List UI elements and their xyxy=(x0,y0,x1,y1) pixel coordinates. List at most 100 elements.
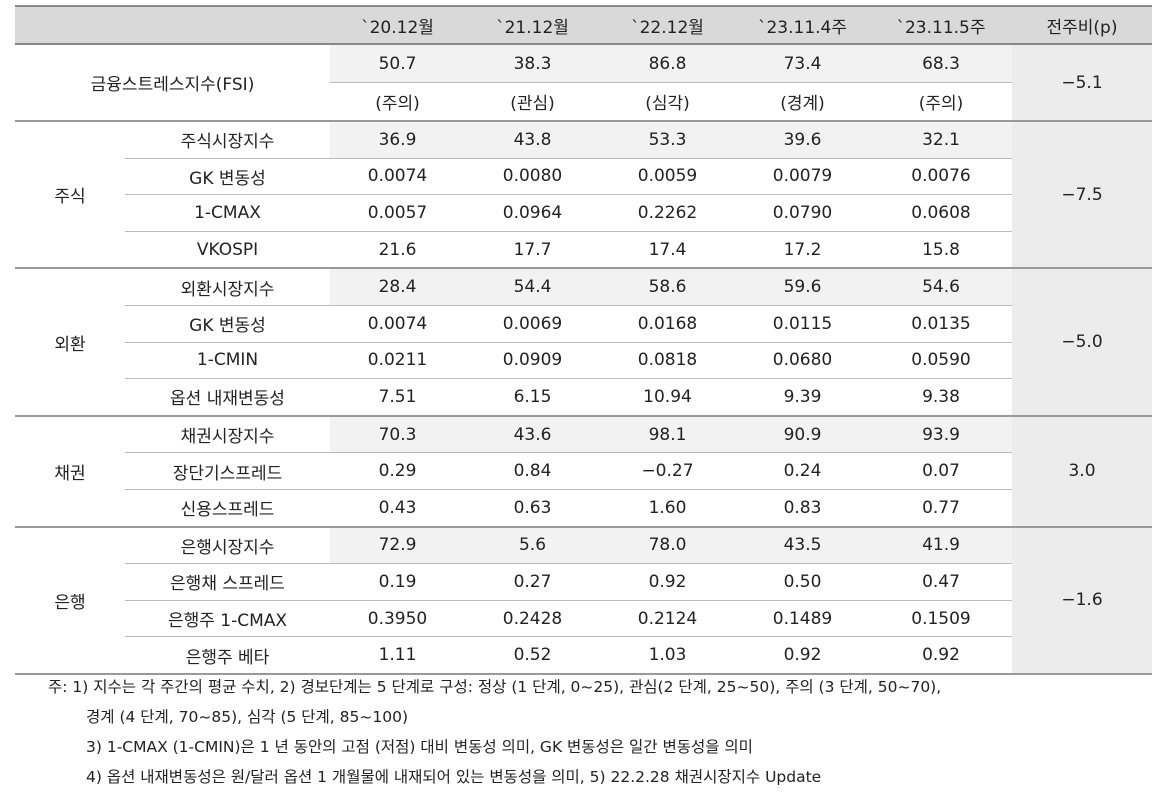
group-change: −1.6 xyxy=(1012,526,1152,675)
cell-value: 15.8 xyxy=(870,231,1012,270)
cell-value: 0.29 xyxy=(330,452,465,490)
header-row: `20.12월 `21.12월 `22.12월 `23.11.4주 `23.11.5주 전… xyxy=(15,5,1152,45)
data-row: 외환 외환시장지수 28.4 54.4 58.6 59.6 54.6 −5.0 xyxy=(15,268,1152,417)
cell-value: 0.50 xyxy=(735,563,870,601)
cell-value: 0.0790 xyxy=(735,194,870,232)
cell-value: 0.0057 xyxy=(330,194,465,232)
row-label: 신용스프레드 xyxy=(125,489,330,528)
cell-value: 0.52 xyxy=(465,636,600,675)
cell-value: 0.0168 xyxy=(600,305,735,343)
cell-value: 0.2262 xyxy=(600,194,735,232)
cell-value: 0.0115 xyxy=(735,305,870,343)
cell-value: 41.9 xyxy=(870,526,1012,565)
cell-value: 0.0211 xyxy=(330,342,465,380)
cell-value: 1.11 xyxy=(330,636,465,675)
cell-value: 21.6 xyxy=(330,231,465,270)
fsi-level: (주의) xyxy=(330,82,465,122)
cell-value: 54.6 xyxy=(870,268,1012,306)
fsi-value: 73.4 xyxy=(735,44,870,83)
cell-value: 0.0680 xyxy=(735,342,870,380)
column-header: `20.12월 xyxy=(330,5,465,45)
fsi-value: 38.3 xyxy=(465,44,600,83)
cell-value: 0.84 xyxy=(465,452,600,490)
row-label: 은행채 스프레드 xyxy=(125,563,330,601)
data-row: 채권 채권시장지수 70.3 43.6 98.1 90.9 93.9 3.0 xyxy=(15,415,1152,528)
cell-value: 0.0069 xyxy=(465,305,600,343)
data-row: 1-CMAX 0.0057 0.0964 0.2262 0.0790 0.0608 xyxy=(15,194,1152,232)
cell-value: 0.92 xyxy=(735,636,870,675)
data-row: 은행주 1-CMAX 0.3950 0.2428 0.2124 0.1489 0.1509 xyxy=(15,600,1152,638)
cell-value: 28.4 xyxy=(330,268,465,306)
cell-value: 98.1 xyxy=(600,415,735,454)
data-row: 은행 은행시장지수 72.9 5.6 78.0 43.5 41.9 −1.6 xyxy=(15,526,1152,675)
cell-value: 0.83 xyxy=(735,489,870,528)
row-label: 장단기스프레드 xyxy=(125,452,330,490)
column-header: `23.11.4주 xyxy=(735,5,870,45)
cell-value: 70.3 xyxy=(330,415,465,454)
cell-value: 1.03 xyxy=(600,636,735,675)
note-line: 4) 옵션 내재변동성은 원/달러 옵션 1 개월물에 내재되어 있는 변동성을… xyxy=(86,768,822,786)
row-label: 은행주 1-CMAX xyxy=(125,600,330,638)
cell-value: 0.0079 xyxy=(735,158,870,196)
row-label: 채권시장지수 xyxy=(125,415,330,454)
cell-value: 0.2124 xyxy=(600,600,735,638)
fsi-value: 68.3 xyxy=(870,44,1012,83)
cell-value: 5.6 xyxy=(465,526,600,565)
fsi-value: 86.8 xyxy=(600,44,735,83)
row-label: VKOSPI xyxy=(125,231,330,270)
column-header: `23.11.5주 xyxy=(870,5,1012,45)
row-label: 옵션 내재변동성 xyxy=(125,378,330,417)
cell-value: 39.6 xyxy=(735,121,870,159)
cell-value: 0.3950 xyxy=(330,600,465,638)
cell-value: 17.2 xyxy=(735,231,870,270)
cell-value: 0.0964 xyxy=(465,194,600,232)
data-row: 신용스프레드 0.43 0.63 1.60 0.83 0.77 xyxy=(15,489,1152,528)
cell-value: 9.38 xyxy=(870,378,1012,417)
cell-value: 1.60 xyxy=(600,489,735,528)
column-header: `22.12월 xyxy=(600,5,735,45)
fsi-label: 금융스트레스지수(FSI) xyxy=(15,44,330,122)
fsi-table: `20.12월 `21.12월 `22.12월 `23.11.4주 `23.11.5주 전… xyxy=(15,5,1152,675)
data-row: GK 변동성 0.0074 0.0080 0.0059 0.0079 0.0076 xyxy=(15,158,1152,196)
group-name: 채권 xyxy=(15,415,125,528)
fsi-level: (주의) xyxy=(870,82,1012,122)
group-change: −5.0 xyxy=(1012,268,1152,417)
cell-value: 0.1489 xyxy=(735,600,870,638)
note-line: 3) 1-CMAX (1-CMIN)은 1 년 동안의 고점 (저점) 대비 변… xyxy=(86,738,753,756)
cell-value: 10.94 xyxy=(600,378,735,417)
column-header: 전주비(p) xyxy=(1012,5,1152,45)
fsi-level: (경계) xyxy=(735,82,870,122)
data-row: 장단기스프레드 0.29 0.84 −0.27 0.24 0.07 xyxy=(15,452,1152,490)
cell-value: 0.19 xyxy=(330,563,465,601)
cell-value: 0.0076 xyxy=(870,158,1012,196)
row-label: 은행주 베타 xyxy=(125,636,330,675)
cell-value: 0.47 xyxy=(870,563,1012,601)
header-blank xyxy=(15,5,330,45)
cell-value: 17.4 xyxy=(600,231,735,270)
cell-value: 58.6 xyxy=(600,268,735,306)
notes: 주: 1) 지수는 각 주간의 평균 수치, 2) 경보단계는 5 단계로 구성… xyxy=(48,672,941,792)
row-label: 외환시장지수 xyxy=(125,268,330,306)
table-body: 금융스트레스지수(FSI) 50.7 38.3 86.8 73.4 68.3 −5.1 (주의… xyxy=(15,44,1152,675)
data-row: 주식 주식시장지수 36.9 43.8 53.3 39.6 32.1 −7.5 xyxy=(15,121,1152,270)
data-row: 1-CMIN 0.0211 0.0909 0.0818 0.0680 0.0590 xyxy=(15,342,1152,380)
cell-value: 0.77 xyxy=(870,489,1012,528)
data-row: GK 변동성 0.0074 0.0069 0.0168 0.0115 0.0135 xyxy=(15,305,1152,343)
cell-value: 6.15 xyxy=(465,378,600,417)
row-label: 은행시장지수 xyxy=(125,526,330,565)
cell-value: 0.0074 xyxy=(330,158,465,196)
cell-value: 0.0074 xyxy=(330,305,465,343)
group-name: 주식 xyxy=(15,121,125,270)
cell-value: 59.6 xyxy=(735,268,870,306)
cell-value: 90.9 xyxy=(735,415,870,454)
fsi-level: (심각) xyxy=(600,82,735,122)
note-line: 주: 1) 지수는 각 주간의 평균 수치, 2) 경보단계는 5 단계로 구성… xyxy=(48,678,942,696)
group-name: 외환 xyxy=(15,268,125,417)
cell-value: 0.63 xyxy=(465,489,600,528)
cell-value: 0.0590 xyxy=(870,342,1012,380)
row-label: GK 변동성 xyxy=(125,158,330,196)
cell-value: 53.3 xyxy=(600,121,735,159)
cell-value: 0.92 xyxy=(870,636,1012,675)
fsi-value: 50.7 xyxy=(330,44,465,83)
